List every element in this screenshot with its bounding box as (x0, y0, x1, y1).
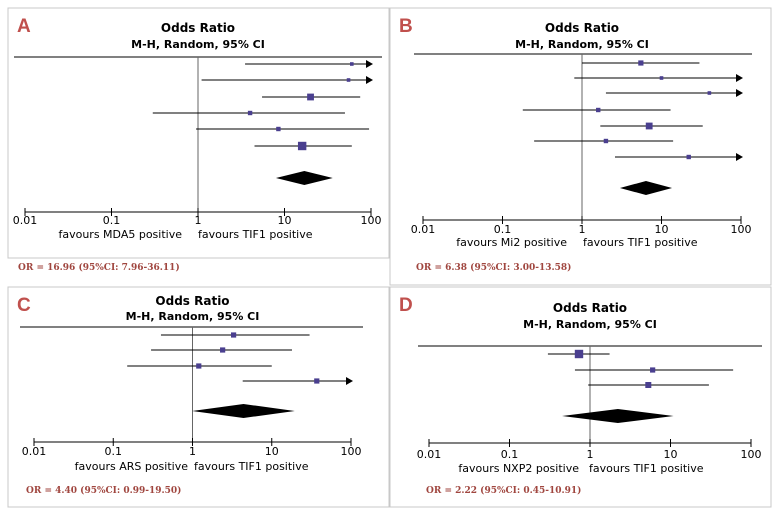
x-tick-label: 1 (579, 223, 586, 236)
panel-label: D (399, 295, 413, 316)
pooled-diamond (275, 171, 333, 185)
panel-label: C (17, 295, 31, 316)
ci-arrow-head (366, 76, 373, 84)
or-summary-text: OR = 4.40 (95%CI: 0.99-19.50) (26, 485, 181, 496)
x-tick-label: 0.01 (417, 448, 442, 461)
panel-border (7, 286, 390, 508)
x-tick-label: 0.01 (411, 223, 436, 236)
favours-left-label: favours Mi2 positive (456, 236, 567, 249)
study-point (645, 382, 652, 388)
ci-arrow-head (736, 89, 743, 97)
chart-title: Odds Ratio (161, 21, 235, 35)
forest-panel-b: B Odds Ratio M-H, Random, 95% CI 0.01 0.1 1 10… (389, 7, 772, 286)
x-tick-label: 100 (341, 445, 362, 458)
x-tick-label: 0.01 (13, 214, 38, 227)
favours-left-label: favours NXP2 positive (458, 462, 579, 475)
or-summary-text: OR = 2.22 (95%CI: 0.45-10.91) (426, 485, 581, 496)
chart-title: Odds Ratio (545, 21, 619, 35)
study-point (230, 332, 237, 338)
chart-title: Odds Ratio (553, 301, 627, 315)
panel-label: B (399, 16, 413, 37)
favours-right-label: favours TIF1 positive (198, 228, 313, 241)
study-point (307, 93, 314, 101)
ci-arrow-head (346, 377, 353, 385)
study-point (645, 122, 653, 130)
forest-panel-d: D Odds Ratio M-H, Random, 95% CI 0.01 0.1 1 10… (389, 286, 772, 508)
favours-left-label: favours ARS positive (75, 460, 189, 473)
panel-border (389, 7, 772, 286)
x-tick-label: 10 (265, 445, 279, 458)
study-point (596, 107, 601, 113)
ci-arrow-head (736, 153, 743, 161)
x-tick-label: 10 (278, 214, 292, 227)
study-point (276, 126, 281, 132)
favours-right-label: favours TIF1 positive (583, 236, 698, 249)
favours-right-label: favours TIF1 positive (589, 462, 704, 475)
panel-border (389, 286, 772, 508)
chart-subtitle: M-H, Random, 95% CI (523, 318, 657, 331)
pooled-diamond (562, 409, 674, 423)
study-point (247, 110, 253, 116)
x-tick-label: 1 (587, 448, 594, 461)
ci-arrow-head (736, 74, 743, 82)
study-point (196, 363, 202, 369)
study-point (650, 367, 656, 373)
chart-subtitle: M-H, Random, 95% CI (131, 38, 265, 51)
x-tick-label: 100 (741, 448, 762, 461)
x-tick-label: 10 (664, 448, 678, 461)
favours-right-label: favours TIF1 positive (194, 460, 309, 473)
x-tick-label: 1 (195, 214, 202, 227)
forest-panel-a: A Odds Ratio M-H, Random, 95% CI 0.01 0.1 1 10… (7, 7, 390, 273)
study-point (603, 138, 609, 144)
x-tick-label: 0.1 (103, 214, 121, 227)
x-tick-label: 0.1 (105, 445, 123, 458)
or-summary-text: OR = 6.38 (95%CI: 3.00-13.58) (416, 262, 571, 273)
x-tick-label: 1 (189, 445, 196, 458)
study-point (346, 78, 351, 82)
study-point (574, 349, 584, 359)
study-point (686, 154, 691, 160)
chart-subtitle: M-H, Random, 95% CI (515, 38, 649, 51)
x-tick-label: 100 (731, 223, 752, 236)
study-point (297, 141, 307, 151)
or-summary-text: OR = 16.96 (95%CI: 7.96-36.11) (18, 262, 180, 273)
x-tick-label: 10 (655, 223, 669, 236)
favours-left-label: favours MDA5 positive (58, 228, 182, 241)
study-point (220, 347, 226, 353)
forest-panel-c: C Odds Ratio M-H, Random, 95% CI 0.01 0.1 1 10… (7, 286, 390, 508)
x-tick-label: 100 (361, 214, 382, 227)
study-point (659, 76, 664, 80)
chart-subtitle: M-H, Random, 95% CI (126, 310, 260, 323)
panel-border (7, 7, 390, 259)
study-point (314, 378, 320, 384)
study-point (350, 62, 354, 66)
study-point (707, 91, 712, 95)
x-tick-label: 0.1 (501, 448, 519, 461)
study-point (638, 60, 644, 66)
panel-label: A (17, 16, 31, 37)
x-tick-label: 0.01 (22, 445, 47, 458)
pooled-diamond (192, 404, 295, 418)
x-tick-label: 0.1 (494, 223, 512, 236)
pooled-diamond (619, 181, 673, 195)
chart-title: Odds Ratio (155, 294, 229, 308)
ci-arrow-head (366, 60, 373, 68)
